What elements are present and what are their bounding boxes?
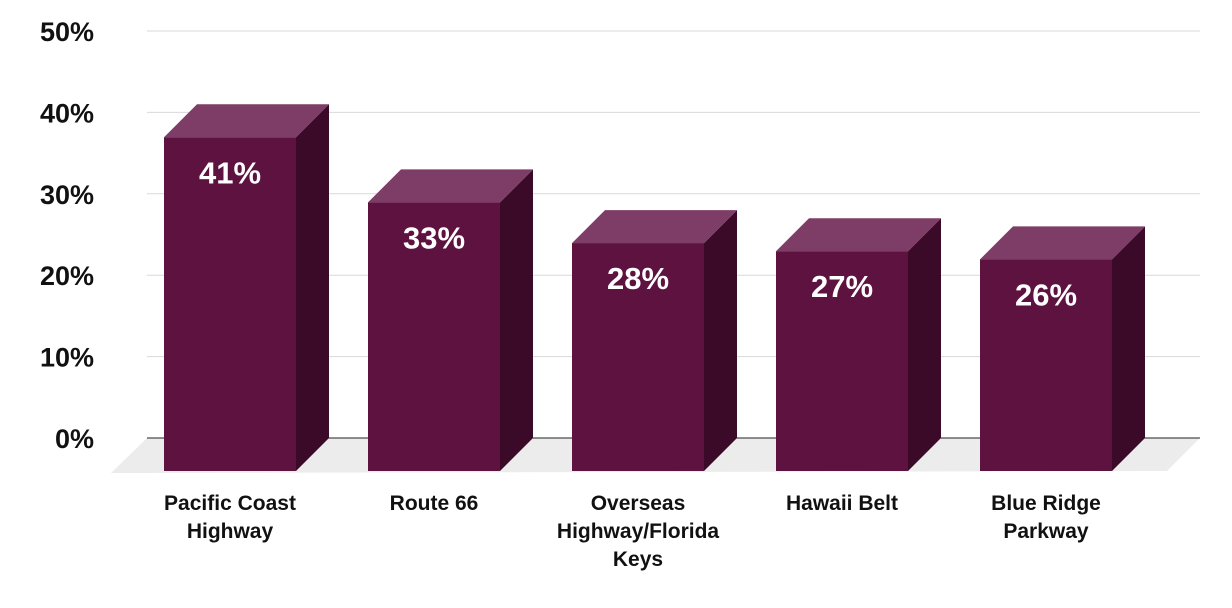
bar-top [980, 226, 1145, 260]
bar-top [776, 218, 941, 252]
y-tick-label: 20% [40, 261, 94, 291]
bar-side [908, 218, 941, 471]
x-tick-label: Overseas Highway/Florida Keys [557, 492, 720, 571]
x-tick-label: Pacific Coast Highway [164, 492, 296, 543]
bar: 27% [776, 218, 941, 471]
data-label: 26% [1015, 277, 1077, 312]
x-tick-label: Route 66 [390, 492, 479, 515]
bar: 28% [572, 210, 737, 471]
bar-top [164, 104, 329, 138]
data-label: 28% [607, 261, 669, 296]
y-tick-label: 10% [40, 343, 94, 373]
bar-top [368, 169, 533, 203]
y-axis-ticks: 0% 10% 20% 30% 40% 50% [40, 17, 94, 454]
bar-top [572, 210, 737, 244]
bar-front [572, 243, 704, 471]
y-tick-label: 30% [40, 180, 94, 210]
y-tick-label: 50% [40, 17, 94, 47]
bar-side [704, 210, 737, 471]
bars: 41% 33% 28% 27% 26% [164, 104, 1145, 471]
bar: 41% [164, 104, 329, 471]
data-label: 33% [403, 220, 465, 255]
bar-side [1112, 226, 1145, 471]
x-axis-ticks: Pacific Coast Highway Route 66 Overseas High… [164, 492, 1101, 571]
x-tick-label: Blue Ridge Parkway [991, 492, 1101, 543]
bar-front [368, 202, 500, 471]
bar-side [500, 169, 533, 471]
y-tick-label: 0% [55, 424, 94, 454]
bar: 33% [368, 169, 533, 471]
bar-front [164, 137, 296, 471]
bar-front [776, 251, 908, 471]
y-tick-label: 40% [40, 98, 94, 128]
data-label: 27% [811, 269, 873, 304]
data-label: 41% [199, 155, 261, 190]
bar-side [296, 104, 329, 471]
x-tick-label: Hawaii Belt [786, 492, 898, 515]
bar-front [980, 259, 1112, 471]
bar: 26% [980, 226, 1145, 471]
